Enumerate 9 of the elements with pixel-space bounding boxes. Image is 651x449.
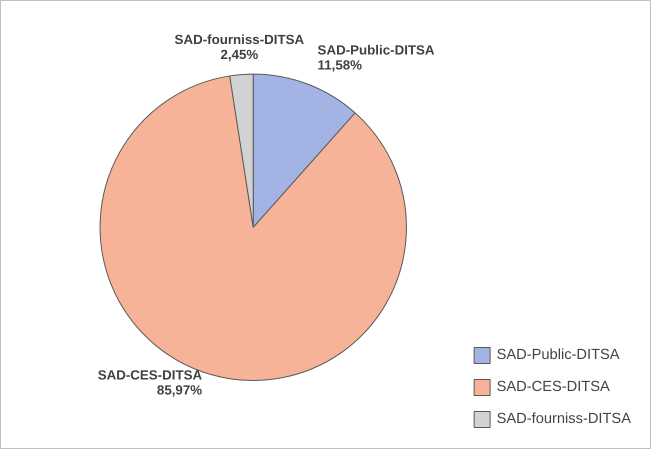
- slice-label: SAD-fourniss-DITSA: [174, 32, 305, 47]
- legend-label: SAD-Public-DITSA: [496, 347, 620, 363]
- data-label: 11,58%: [318, 58, 362, 73]
- data-label: 85,97%: [156, 382, 202, 398]
- data-label: 2,45%: [220, 46, 258, 62]
- legend-label: SAD-CES-DITSA: [496, 379, 610, 395]
- slice-label: SAD-Public-DITSA: [318, 42, 435, 58]
- slice-label: SAD-CES-DITSA: [98, 368, 202, 383]
- legend-label: SAD-fourniss-DITSA: [496, 411, 631, 427]
